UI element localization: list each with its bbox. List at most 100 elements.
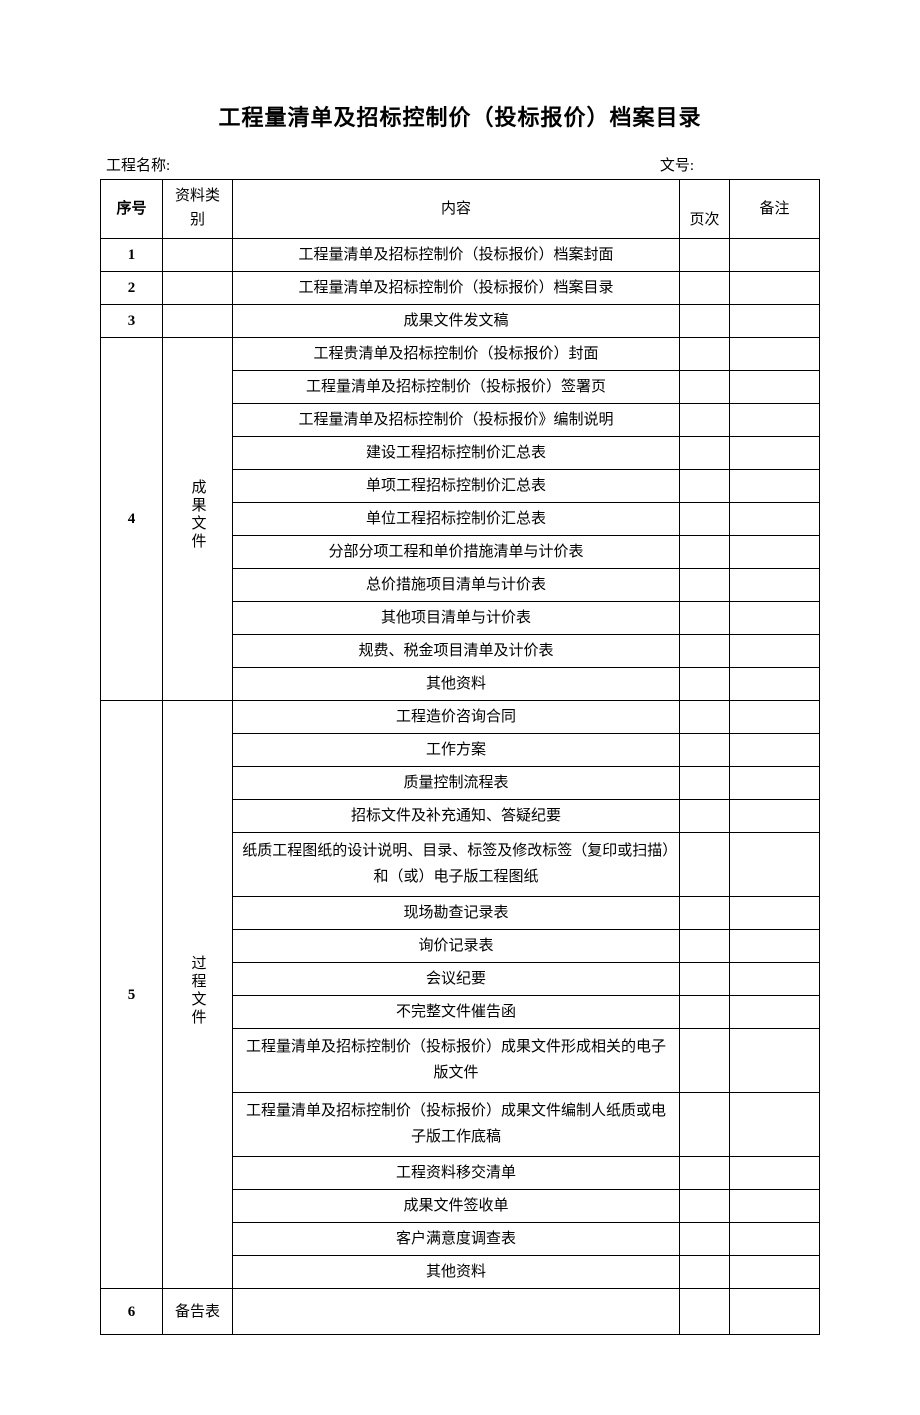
table-row: 5 过程文件 工程造价咨询合同 <box>101 701 820 734</box>
content-cell: 不完整文件催告函 <box>233 996 680 1029</box>
content-cell: 工程量清单及招标控制价（投标报价）成果文件形成相关的电子版文件 <box>233 1029 680 1093</box>
header-seq: 序号 <box>101 180 163 239</box>
page-cell <box>680 305 730 338</box>
note-cell <box>730 239 820 272</box>
page-cell <box>680 668 730 701</box>
page-cell <box>680 800 730 833</box>
content-cell: 工程贵清单及招标控制价（投标报价）封面 <box>233 338 680 371</box>
note-cell <box>730 963 820 996</box>
project-name-label: 工程名称: <box>106 154 170 175</box>
seq-cell: 3 <box>101 305 163 338</box>
content-cell: 建设工程招标控制价汇总表 <box>233 437 680 470</box>
page-cell <box>680 1093 730 1157</box>
page-cell <box>680 338 730 371</box>
page-cell <box>680 404 730 437</box>
seq-cell: 6 <box>101 1289 163 1335</box>
page-cell <box>680 569 730 602</box>
content-cell: 工程量清单及招标控制价（投标报价》编制说明 <box>233 404 680 437</box>
page-cell <box>680 1190 730 1223</box>
note-cell <box>730 437 820 470</box>
content-cell: 工程量清单及招标控制价（投标报价）档案封面 <box>233 239 680 272</box>
seq-cell: 2 <box>101 272 163 305</box>
content-cell: 其他资料 <box>233 668 680 701</box>
page-cell <box>680 1256 730 1289</box>
seq-cell: 4 <box>101 338 163 701</box>
note-cell <box>730 602 820 635</box>
note-cell <box>730 800 820 833</box>
note-cell <box>730 536 820 569</box>
content-cell: 总价措施项目清单与计价表 <box>233 569 680 602</box>
note-cell <box>730 338 820 371</box>
header-content: 内容 <box>233 180 680 239</box>
table-row: 6 备告表 <box>101 1289 820 1335</box>
page-cell <box>680 833 730 897</box>
note-cell <box>730 635 820 668</box>
note-cell <box>730 503 820 536</box>
content-cell: 规费、税金项目清单及计价表 <box>233 635 680 668</box>
meta-row: 工程名称: 文号: <box>100 154 820 175</box>
note-cell <box>730 305 820 338</box>
page-cell <box>680 930 730 963</box>
content-cell: 工程量清单及招标控制价（投标报价）签署页 <box>233 371 680 404</box>
page-cell <box>680 1289 730 1335</box>
page-cell <box>680 602 730 635</box>
page-cell <box>680 635 730 668</box>
note-cell <box>730 470 820 503</box>
note-cell <box>730 371 820 404</box>
content-cell <box>233 1289 680 1335</box>
content-cell: 询价记录表 <box>233 930 680 963</box>
content-cell: 客户满意度调查表 <box>233 1223 680 1256</box>
table-row: 3 成果文件发文稿 <box>101 305 820 338</box>
note-cell <box>730 930 820 963</box>
table-header-row: 序号 资料类别 内容 页次 备注 <box>101 180 820 239</box>
header-category: 资料类别 <box>163 180 233 239</box>
page-cell <box>680 239 730 272</box>
note-cell <box>730 1223 820 1256</box>
content-cell: 招标文件及补充通知、答疑纪要 <box>233 800 680 833</box>
content-cell: 工程资料移交清单 <box>233 1157 680 1190</box>
note-cell <box>730 1093 820 1157</box>
category-label: 成果文件 <box>186 479 210 551</box>
note-cell <box>730 1256 820 1289</box>
page-cell <box>680 996 730 1029</box>
content-cell: 其他项目清单与计价表 <box>233 602 680 635</box>
category-cell <box>163 305 233 338</box>
category-cell <box>163 272 233 305</box>
content-cell: 工程量清单及招标控制价（投标报价）成果文件编制人纸质或电子版工作底稿 <box>233 1093 680 1157</box>
note-cell <box>730 767 820 800</box>
content-cell: 纸质工程图纸的设计说明、目录、标签及修改标签（复印或扫描）和（或）电子版工程图纸 <box>233 833 680 897</box>
note-cell <box>730 404 820 437</box>
page-cell <box>680 701 730 734</box>
page-cell <box>680 470 730 503</box>
note-cell <box>730 1190 820 1223</box>
page-cell <box>680 963 730 996</box>
page-title: 工程量清单及招标控制价（投标报价）档案目录 <box>100 100 820 132</box>
page-cell <box>680 1157 730 1190</box>
category-label: 过程文件 <box>186 955 210 1027</box>
category-cell: 备告表 <box>163 1289 233 1335</box>
page-cell <box>680 767 730 800</box>
content-cell: 会议纪要 <box>233 963 680 996</box>
note-cell <box>730 833 820 897</box>
page-cell <box>680 1029 730 1093</box>
content-cell: 工程造价咨询合同 <box>233 701 680 734</box>
note-cell <box>730 996 820 1029</box>
category-cell <box>163 239 233 272</box>
content-cell: 单项工程招标控制价汇总表 <box>233 470 680 503</box>
page-cell <box>680 897 730 930</box>
note-cell <box>730 569 820 602</box>
table-row: 1 工程量清单及招标控制价（投标报价）档案封面 <box>101 239 820 272</box>
content-cell: 现场勘查记录表 <box>233 897 680 930</box>
seq-cell: 1 <box>101 239 163 272</box>
header-page: 页次 <box>680 180 730 239</box>
content-cell: 成果文件发文稿 <box>233 305 680 338</box>
page-cell <box>680 1223 730 1256</box>
page-cell <box>680 272 730 305</box>
content-cell: 其他资料 <box>233 1256 680 1289</box>
page-cell <box>680 734 730 767</box>
note-cell <box>730 701 820 734</box>
page-cell <box>680 503 730 536</box>
doc-number-label: 文号: <box>660 154 814 175</box>
category-cell: 成果文件 <box>163 338 233 701</box>
content-cell: 工作方案 <box>233 734 680 767</box>
